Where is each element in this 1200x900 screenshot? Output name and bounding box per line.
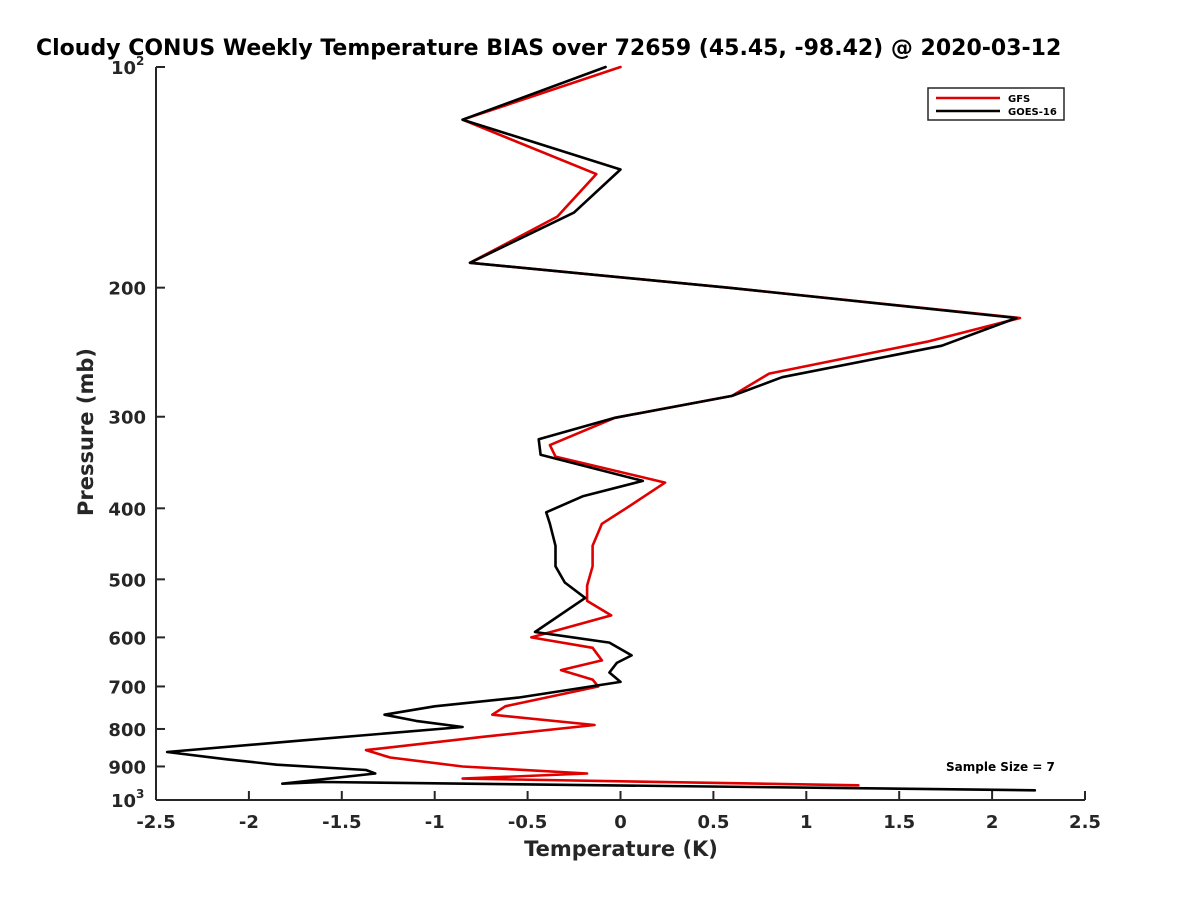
x-tick-label: 0.5 (697, 812, 729, 833)
x-tick-label: -0.5 (508, 812, 547, 833)
y-tick-label: 500 (108, 570, 146, 591)
legend-label-gfs: GFS (1008, 94, 1030, 105)
series-line-goes-16 (165, 65, 1037, 792)
x-tick-label: -1 (425, 812, 445, 833)
series-layer (165, 65, 1037, 792)
y-axis-label: Pressure (mb) (74, 348, 98, 516)
x-tick-label: -2.5 (136, 812, 175, 833)
y-tick-label: 300 (108, 408, 146, 429)
x-tick-label: 2.5 (1069, 812, 1101, 833)
y-tick-label: 800 (108, 720, 146, 741)
x-tick-label: 1 (800, 812, 813, 833)
y-tick-label: 400 (108, 499, 146, 520)
y-tick-label: 600 (108, 628, 146, 649)
x-tick-label: -1.5 (322, 812, 361, 833)
y-tick-label: 700 (108, 677, 146, 698)
x-tick-label: 2 (986, 812, 999, 833)
x-tick-label: 1.5 (883, 812, 915, 833)
axes: -2.5 -2 -1.5 -1 -0.5 0 0.5 1 1.5 2 2.510 2200300400… (108, 54, 1101, 833)
y-tick-exponent: 2 (136, 54, 144, 68)
sample-size-annotation: Sample Size = 7 (946, 760, 1055, 774)
chart-title: Cloudy CONUS Weekly Temperature BIAS ove… (36, 36, 1061, 61)
legend-box (927, 87, 1065, 121)
x-axis-label: Temperature (K) (524, 837, 718, 861)
x-tick-label: -2 (239, 812, 259, 833)
x-tick-label: 0 (614, 812, 627, 833)
legend: GFS GOES-16 (927, 87, 1065, 121)
y-tick-label: 10 (111, 58, 136, 79)
y-tick-exponent: 3 (136, 787, 144, 801)
y-tick-label: 900 (108, 757, 146, 778)
series-line-gfs (364, 65, 1022, 787)
legend-label-goes-16: GOES-16 (1008, 107, 1057, 118)
y-tick-label: 10 (111, 791, 136, 812)
y-tick-label: 200 (108, 279, 146, 300)
